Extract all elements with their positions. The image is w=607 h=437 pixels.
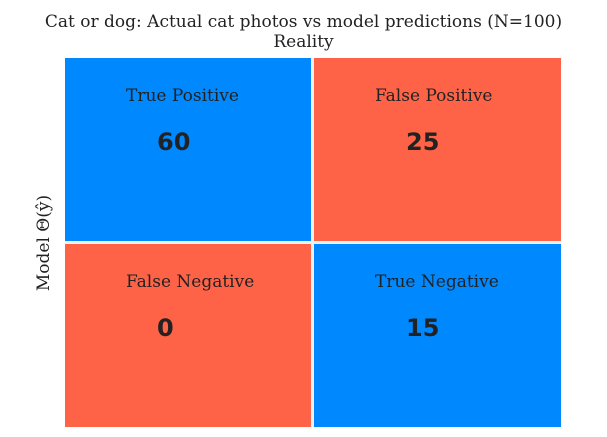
x-axis-label: Reality (273, 32, 334, 52)
cell-false-negative: False Negative 0 (65, 244, 311, 427)
cell-value: 0 (157, 314, 174, 342)
confusion-matrix: True Positive 60 False Positive 25 False… (65, 58, 561, 427)
cell-label: False Positive (375, 86, 493, 106)
cell-true-positive: True Positive 60 (65, 58, 311, 241)
cell-value: 25 (406, 128, 440, 156)
cell-label: True Positive (126, 86, 239, 106)
cell-label: False Negative (126, 272, 255, 292)
cell-value: 15 (406, 314, 440, 342)
cell-value: 60 (157, 128, 191, 156)
cell-true-negative: True Negative 15 (314, 244, 561, 427)
chart-title: Cat or dog: Actual cat photos vs model p… (44, 12, 563, 32)
cell-label: True Negative (375, 272, 499, 292)
cell-false-positive: False Positive 25 (314, 58, 561, 241)
y-axis-label: Model Θ(ŷ) (34, 194, 54, 292)
